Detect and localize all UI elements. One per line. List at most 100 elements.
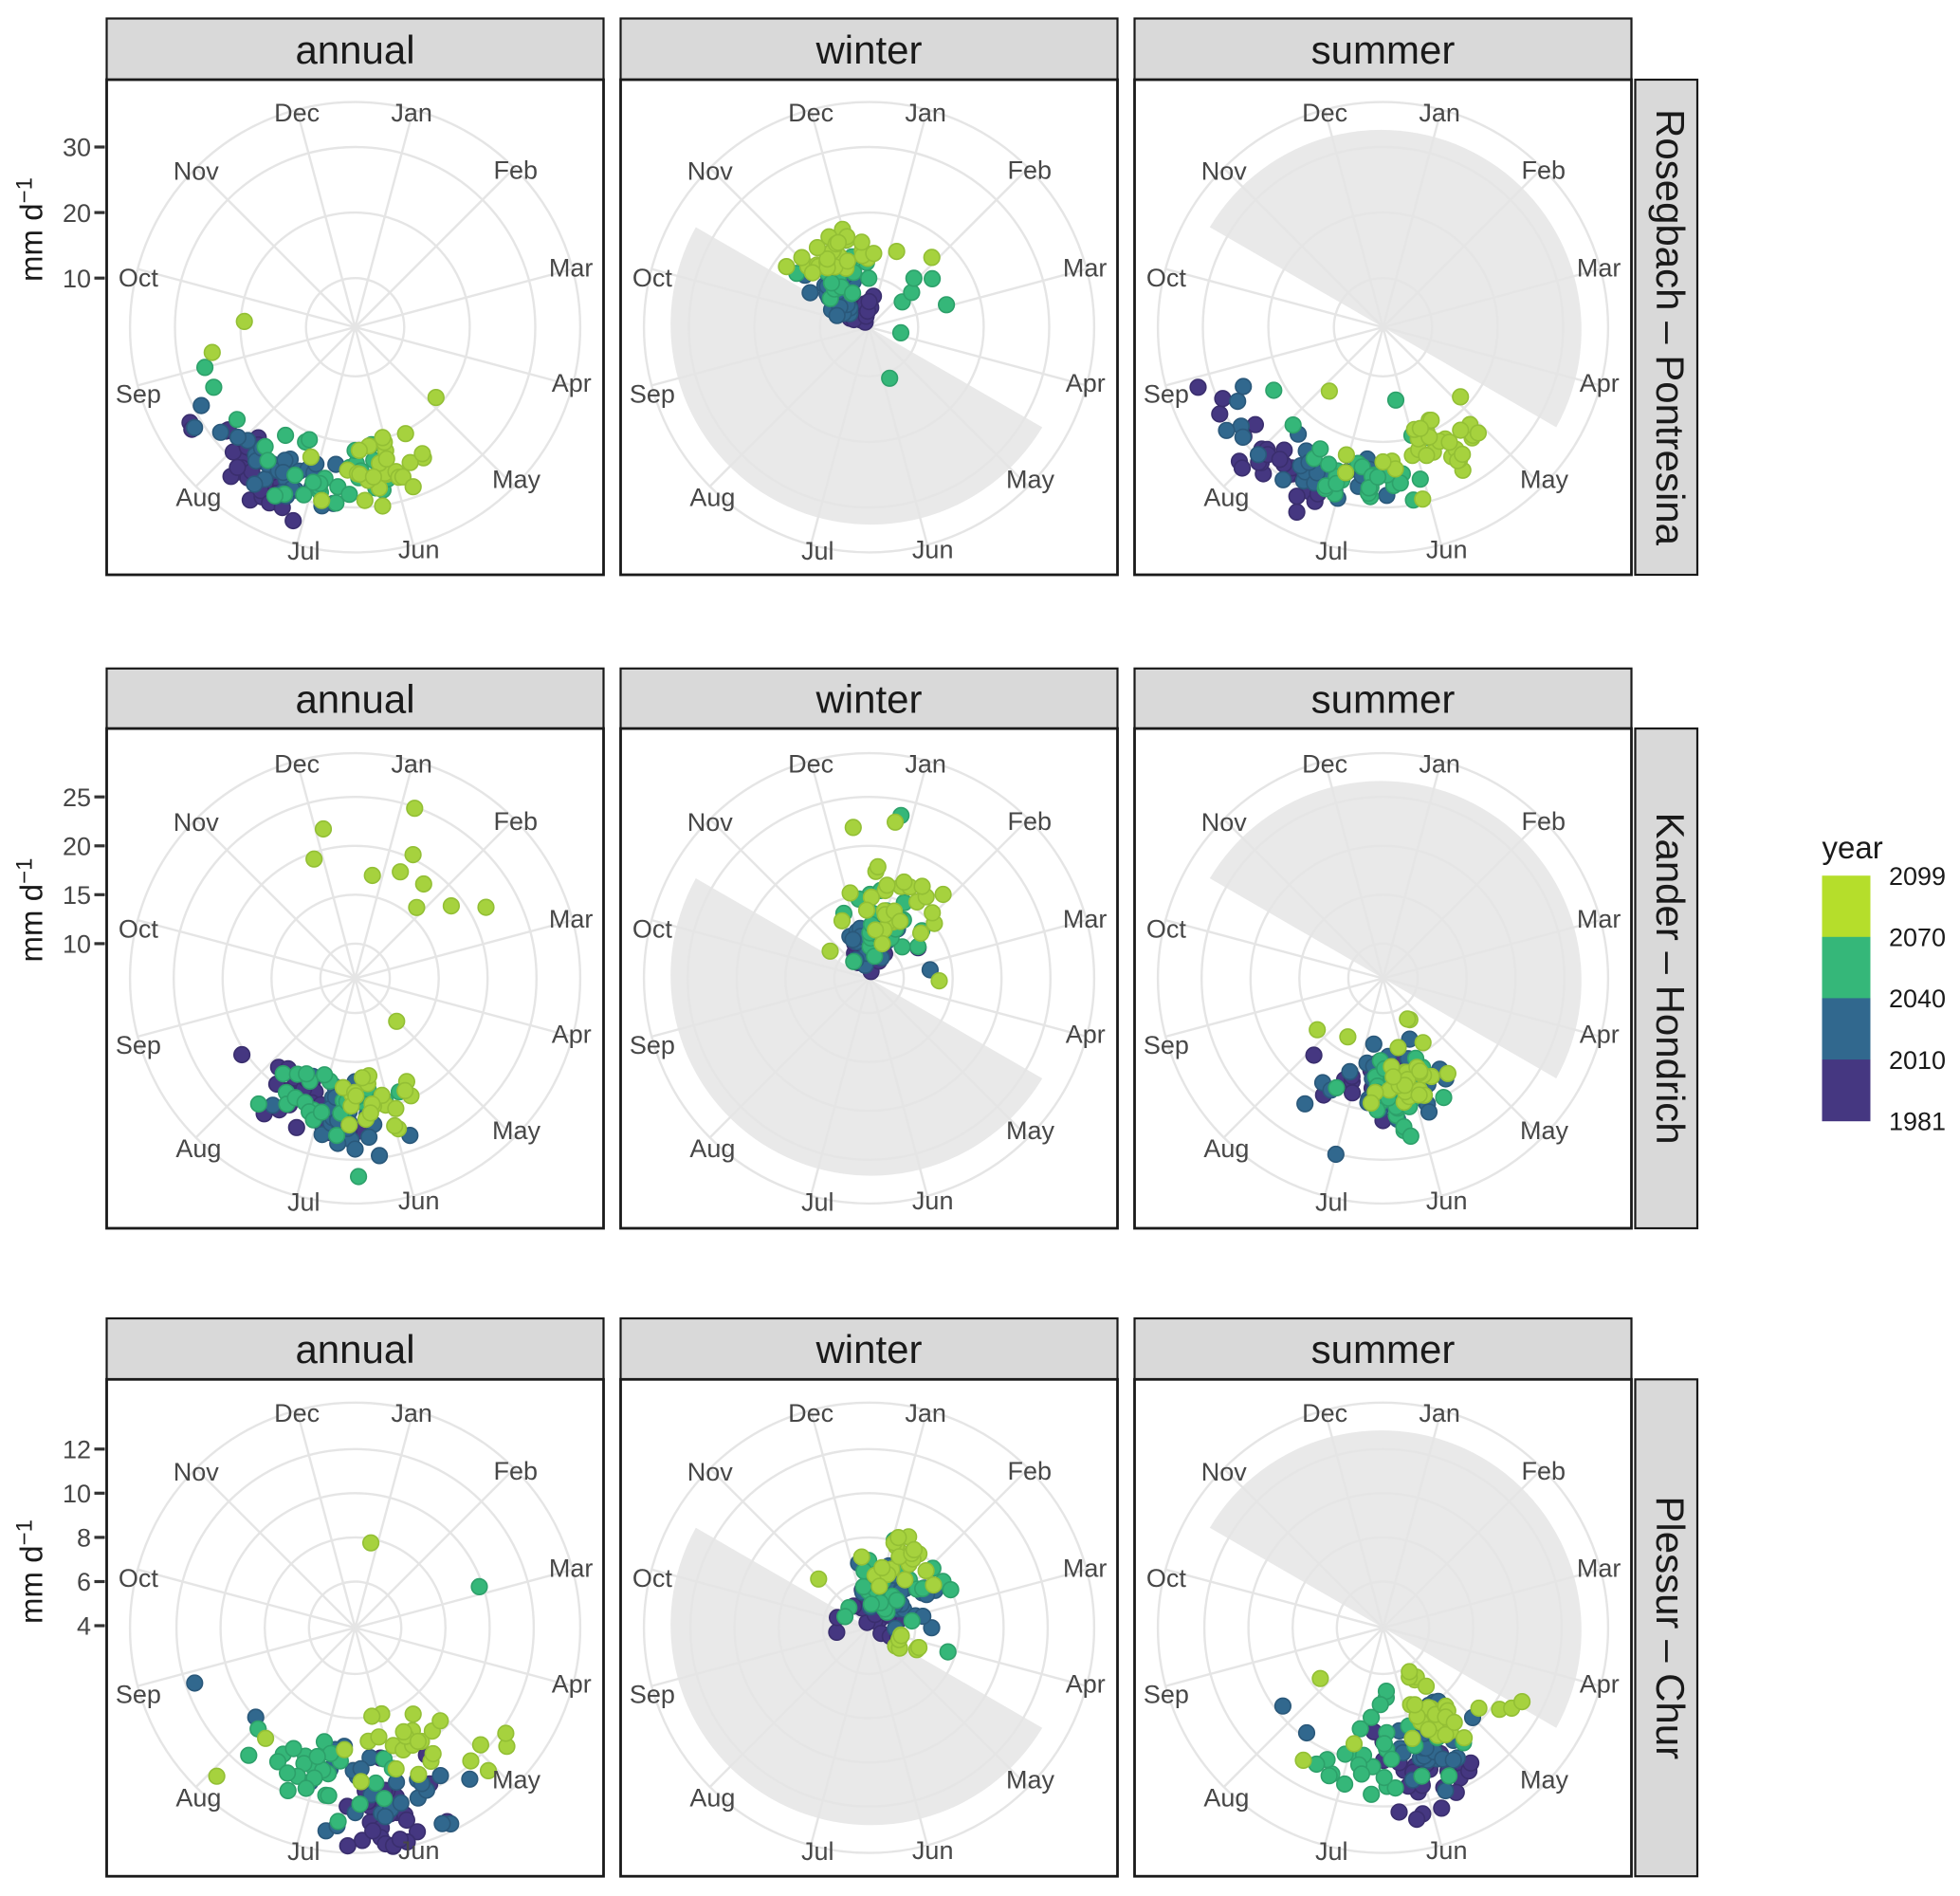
svg-text:Kander – Hondrich: Kander – Hondrich bbox=[1648, 812, 1693, 1144]
svg-text:summer: summer bbox=[1311, 28, 1456, 72]
svg-text:May: May bbox=[1520, 1766, 1569, 1795]
svg-text:Jun: Jun bbox=[398, 1187, 440, 1215]
svg-text:Mar: Mar bbox=[549, 254, 594, 283]
svg-text:annual: annual bbox=[295, 28, 414, 72]
svg-text:summer: summer bbox=[1311, 676, 1456, 721]
svg-text:Oct: Oct bbox=[119, 264, 159, 292]
svg-text:May: May bbox=[492, 1766, 541, 1795]
svg-text:Sep: Sep bbox=[116, 1031, 161, 1059]
svg-text:Jul: Jul bbox=[287, 1837, 321, 1866]
svg-text:Feb: Feb bbox=[1522, 807, 1566, 836]
svg-text:10: 10 bbox=[63, 930, 91, 959]
svg-text:Feb: Feb bbox=[1008, 156, 1053, 185]
svg-text:Mar: Mar bbox=[1063, 1555, 1108, 1583]
svg-text:Apr: Apr bbox=[1066, 369, 1106, 397]
svg-text:summer: summer bbox=[1311, 1327, 1456, 1371]
svg-text:Jan: Jan bbox=[905, 1399, 946, 1427]
svg-text:Apr: Apr bbox=[1580, 1021, 1620, 1049]
svg-text:Nov: Nov bbox=[687, 157, 734, 186]
svg-text:Jun: Jun bbox=[398, 536, 440, 564]
svg-text:Feb: Feb bbox=[1522, 1457, 1566, 1485]
svg-text:25: 25 bbox=[63, 783, 91, 812]
svg-text:10: 10 bbox=[63, 1480, 91, 1508]
svg-text:Mar: Mar bbox=[1577, 254, 1621, 283]
svg-text:May: May bbox=[1006, 1766, 1055, 1795]
svg-text:Jan: Jan bbox=[905, 99, 946, 127]
svg-text:8: 8 bbox=[77, 1524, 91, 1553]
svg-text:Apr: Apr bbox=[1580, 1669, 1620, 1698]
svg-text:Feb: Feb bbox=[1522, 156, 1566, 185]
svg-text:Jun: Jun bbox=[912, 1836, 954, 1865]
svg-text:Mar: Mar bbox=[549, 1555, 594, 1583]
svg-text:Nov: Nov bbox=[174, 1458, 220, 1486]
svg-text:Feb: Feb bbox=[494, 156, 539, 185]
svg-text:Jan: Jan bbox=[391, 1399, 432, 1427]
svg-text:Jan: Jan bbox=[1419, 750, 1460, 779]
svg-text:Feb: Feb bbox=[494, 1457, 539, 1485]
svg-text:12: 12 bbox=[63, 1436, 91, 1464]
svg-text:Sep: Sep bbox=[630, 1681, 675, 1709]
svg-text:Aug: Aug bbox=[689, 483, 735, 511]
svg-text:Feb: Feb bbox=[1008, 807, 1053, 836]
svg-text:Oct: Oct bbox=[1146, 1564, 1187, 1592]
svg-text:Aug: Aug bbox=[689, 1134, 735, 1163]
svg-text:Sep: Sep bbox=[630, 1031, 675, 1059]
svg-text:Dec: Dec bbox=[788, 750, 833, 779]
svg-text:May: May bbox=[1006, 1116, 1055, 1145]
svg-text:Jun: Jun bbox=[912, 536, 954, 564]
svg-text:May: May bbox=[492, 1116, 541, 1145]
svg-text:winter: winter bbox=[815, 1327, 922, 1371]
svg-text:Dec: Dec bbox=[1302, 99, 1347, 127]
svg-text:Dec: Dec bbox=[274, 750, 320, 779]
svg-text:Rosegbach – Pontresina: Rosegbach – Pontresina bbox=[1648, 109, 1693, 546]
svg-text:Jun: Jun bbox=[1426, 536, 1468, 564]
svg-text:Nov: Nov bbox=[687, 1458, 734, 1486]
svg-text:Nov: Nov bbox=[1201, 157, 1248, 186]
svg-text:Jan: Jan bbox=[1419, 99, 1460, 127]
svg-text:annual: annual bbox=[295, 676, 414, 721]
svg-text:Mar: Mar bbox=[1063, 254, 1108, 283]
svg-text:Dec: Dec bbox=[788, 99, 833, 127]
svg-text:2010: 2010 bbox=[1889, 1046, 1946, 1075]
svg-text:Apr: Apr bbox=[552, 369, 592, 397]
svg-text:Dec: Dec bbox=[788, 1399, 833, 1427]
svg-text:Sep: Sep bbox=[1144, 1031, 1189, 1059]
svg-text:Jul: Jul bbox=[1315, 1187, 1348, 1216]
svg-text:year: year bbox=[1823, 830, 1883, 865]
svg-text:Jul: Jul bbox=[1315, 1837, 1348, 1866]
svg-text:Aug: Aug bbox=[175, 1134, 221, 1163]
svg-text:Mar: Mar bbox=[1577, 905, 1621, 933]
svg-text:15: 15 bbox=[63, 881, 91, 910]
svg-text:20: 20 bbox=[63, 199, 91, 228]
svg-text:Plessur – Chur: Plessur – Chur bbox=[1648, 1496, 1693, 1759]
svg-text:Jul: Jul bbox=[1315, 537, 1348, 565]
svg-text:Oct: Oct bbox=[632, 264, 673, 292]
svg-text:Jan: Jan bbox=[1419, 1399, 1460, 1427]
svg-text:winter: winter bbox=[815, 28, 922, 72]
svg-text:Mar: Mar bbox=[549, 905, 594, 933]
svg-text:Jun: Jun bbox=[1426, 1836, 1468, 1865]
svg-text:Nov: Nov bbox=[687, 808, 734, 837]
svg-text:Dec: Dec bbox=[1302, 750, 1347, 779]
svg-text:6: 6 bbox=[77, 1568, 91, 1596]
svg-text:Oct: Oct bbox=[632, 1564, 673, 1592]
svg-text:Jul: Jul bbox=[287, 537, 321, 565]
svg-text:Sep: Sep bbox=[1144, 1681, 1189, 1709]
svg-text:Jan: Jan bbox=[391, 750, 432, 779]
svg-text:Feb: Feb bbox=[494, 807, 539, 836]
svg-text:Mar: Mar bbox=[1577, 1555, 1621, 1583]
svg-text:Oct: Oct bbox=[119, 1564, 159, 1592]
svg-text:Apr: Apr bbox=[552, 1669, 592, 1698]
svg-text:May: May bbox=[492, 465, 541, 493]
svg-text:Jul: Jul bbox=[801, 1837, 834, 1866]
svg-text:Jul: Jul bbox=[801, 537, 834, 565]
svg-text:2099: 2099 bbox=[1889, 862, 1946, 891]
svg-text:Oct: Oct bbox=[119, 915, 159, 944]
svg-text:Sep: Sep bbox=[630, 379, 675, 408]
svg-text:Feb: Feb bbox=[1008, 1457, 1053, 1485]
svg-text:Jun: Jun bbox=[398, 1836, 440, 1865]
svg-text:Dec: Dec bbox=[274, 1399, 320, 1427]
svg-text:Nov: Nov bbox=[1201, 1458, 1248, 1486]
svg-text:May: May bbox=[1006, 465, 1055, 493]
svg-text:Aug: Aug bbox=[1203, 483, 1249, 511]
